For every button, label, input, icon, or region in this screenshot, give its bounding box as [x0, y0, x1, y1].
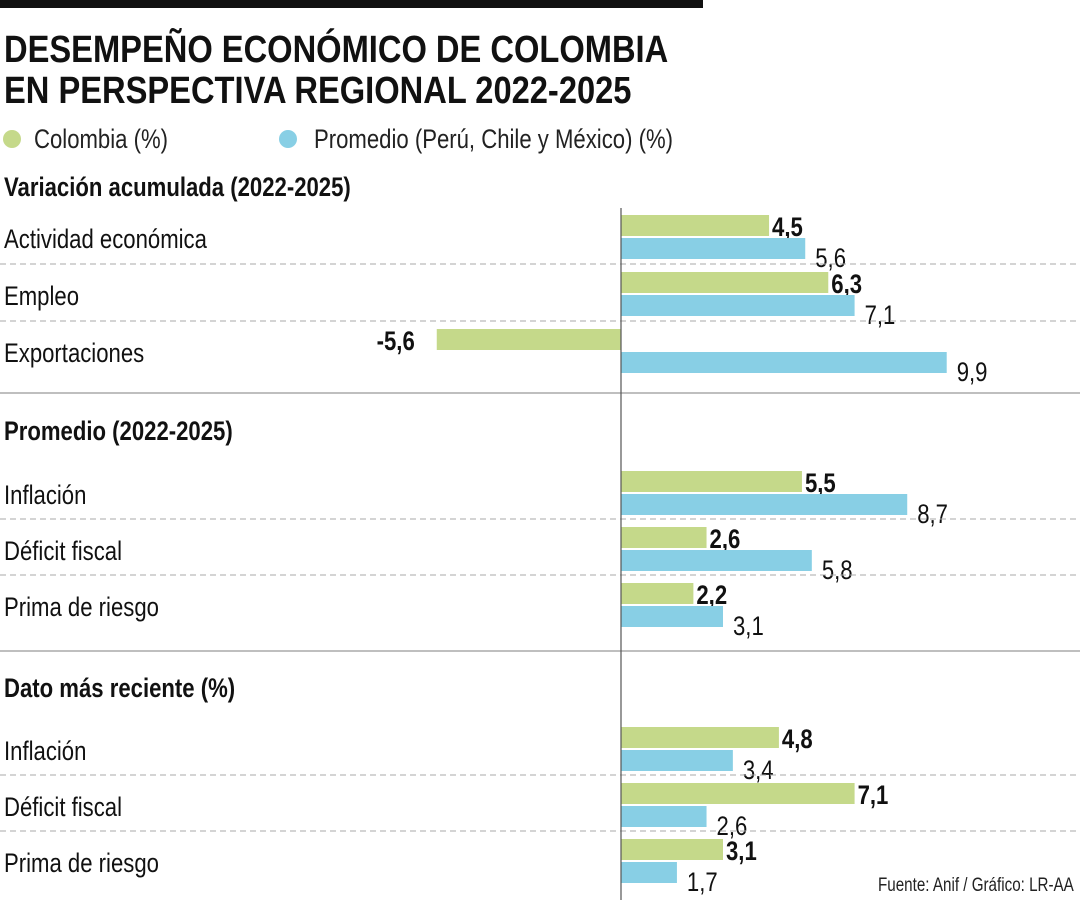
section-title: Dato más reciente (%) [4, 674, 235, 704]
bar-colombia [436, 329, 621, 350]
bar-promedio [621, 750, 733, 771]
bar-colombia [621, 839, 723, 860]
data-label-colombia: 2,2 [696, 581, 727, 611]
legend-swatch-colombia [3, 130, 21, 148]
bar-promedio [621, 550, 812, 571]
legend-label-colombia: Colombia (%) [34, 125, 168, 155]
data-label-promedio: 7,1 [865, 301, 896, 331]
section-title: Variación acumulada (2022-2025) [4, 173, 351, 203]
bar-colombia [621, 783, 855, 804]
legend-swatch-promedio [279, 130, 297, 148]
category-label: Actividad económica [4, 225, 207, 255]
category-label: Inflación [4, 481, 86, 511]
bar-promedio [621, 494, 908, 515]
data-label-promedio: 5,8 [822, 556, 853, 586]
bar-promedio [621, 295, 855, 316]
data-label-colombia: 4,5 [772, 213, 803, 243]
bar-colombia [621, 471, 802, 492]
category-label: Exportaciones [4, 339, 144, 369]
bar-promedio [621, 238, 806, 259]
category-label: Déficit fiscal [4, 793, 122, 823]
bar-colombia [621, 727, 779, 748]
category-label: Prima de riesgo [4, 593, 159, 623]
data-label-colombia: 2,6 [710, 525, 741, 555]
section-title: Promedio (2022-2025) [4, 417, 233, 447]
bar-promedio [621, 352, 947, 373]
category-label: Prima de riesgo [4, 849, 159, 879]
category-label: Empleo [4, 282, 79, 312]
data-label-colombia: 6,3 [831, 270, 862, 300]
legend-label-promedio: Promedio (Perú, Chile y México) (%) [314, 125, 673, 155]
top-rule [0, 0, 703, 8]
legend: Colombia (%) Promedio (Perú, Chile y Méx… [3, 125, 673, 155]
plot-area: Variación acumulada (2022-2025) Actividad… [0, 173, 1080, 900]
data-label-promedio: 3,1 [733, 612, 764, 642]
data-label-promedio: 8,7 [917, 500, 948, 530]
chart-title-line-2: EN PERSPECTIVA REGIONAL 2022-2025 [4, 69, 631, 112]
chart-title-line-1: DESEMPEÑO ECONÓMICO DE COLOMBIA [4, 28, 668, 71]
bar-colombia [621, 215, 770, 236]
bar-colombia [621, 583, 694, 604]
data-label-promedio: 3,4 [743, 756, 774, 786]
bar-promedio [621, 862, 677, 883]
bar-colombia [621, 527, 707, 548]
source-note: Fuente: Anif / Gráfico: LR-AA [878, 873, 1074, 895]
data-label-colombia: 3,1 [726, 837, 757, 867]
bar-colombia [621, 272, 829, 293]
data-label-colombia: 4,8 [782, 725, 813, 755]
category-label: Inflación [4, 737, 86, 767]
data-label-promedio: 2,6 [717, 812, 748, 842]
bar-promedio [621, 806, 707, 827]
data-label-promedio: 5,6 [815, 244, 846, 274]
data-label-colombia: 7,1 [858, 781, 889, 811]
category-label: Déficit fiscal [4, 537, 122, 567]
bar-promedio [621, 606, 723, 627]
data-label-promedio: 9,9 [957, 358, 988, 388]
data-label-colombia: -5,6 [377, 327, 415, 357]
data-label-colombia: 5,5 [805, 469, 836, 499]
data-label-promedio: 1,7 [687, 868, 718, 898]
